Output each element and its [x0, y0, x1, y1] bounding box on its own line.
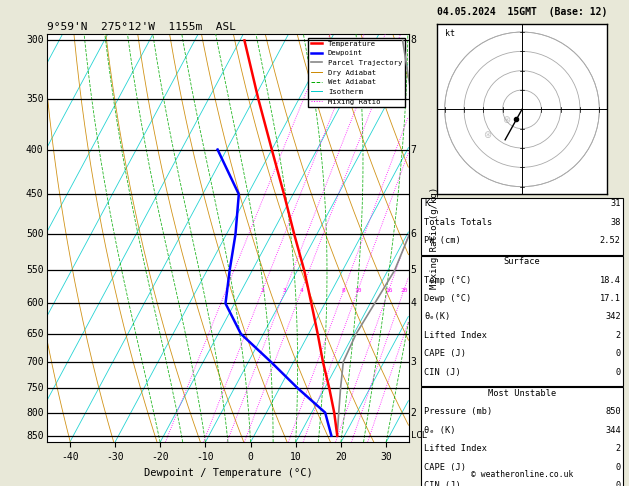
Text: 2: 2: [260, 288, 264, 293]
Text: LCL: LCL: [411, 431, 426, 440]
Text: 2: 2: [411, 408, 416, 417]
Text: 10: 10: [354, 288, 362, 293]
Text: 600: 600: [26, 298, 43, 309]
Text: 17.1: 17.1: [600, 294, 621, 303]
Text: 0: 0: [616, 481, 621, 486]
Text: 38: 38: [610, 218, 621, 227]
Text: CAPE (J): CAPE (J): [425, 349, 467, 359]
Text: 04.05.2024  15GMT  (Base: 12): 04.05.2024 15GMT (Base: 12): [437, 7, 607, 17]
Text: 3: 3: [411, 357, 416, 367]
Legend: Temperature, Dewpoint, Parcel Trajectory, Dry Adiabat, Wet Adiabat, Isotherm, Mi: Temperature, Dewpoint, Parcel Trajectory…: [308, 37, 405, 107]
Text: 550: 550: [26, 265, 43, 276]
Text: 8: 8: [342, 288, 345, 293]
Text: 9°59'N  275°12'W  1155m  ASL: 9°59'N 275°12'W 1155m ASL: [47, 22, 236, 32]
Text: 350: 350: [26, 94, 43, 104]
Text: 2.52: 2.52: [600, 236, 621, 245]
Text: Totals Totals: Totals Totals: [425, 218, 493, 227]
Text: Temp (°C): Temp (°C): [425, 276, 472, 285]
Text: 400: 400: [26, 144, 43, 155]
Text: 4: 4: [299, 288, 303, 293]
Text: θₑ(K): θₑ(K): [425, 312, 451, 322]
Text: © weatheronline.co.uk: © weatheronline.co.uk: [471, 469, 573, 479]
Text: CAPE (J): CAPE (J): [425, 463, 467, 472]
Text: Surface: Surface: [504, 257, 540, 266]
Text: 0: 0: [616, 368, 621, 377]
Text: 7: 7: [411, 144, 416, 155]
Text: K: K: [425, 199, 430, 208]
Text: 4: 4: [411, 298, 416, 309]
Text: 342: 342: [605, 312, 621, 322]
Text: 700: 700: [26, 357, 43, 367]
Text: 8: 8: [411, 35, 416, 45]
Text: 750: 750: [26, 383, 43, 393]
Text: kt: kt: [445, 29, 455, 38]
Text: Dewp (°C): Dewp (°C): [425, 294, 472, 303]
Text: 2: 2: [616, 444, 621, 453]
Text: 16: 16: [385, 288, 392, 293]
Text: 2: 2: [616, 331, 621, 340]
Text: 3: 3: [283, 288, 287, 293]
Text: Lifted Index: Lifted Index: [425, 331, 487, 340]
Text: CIN (J): CIN (J): [425, 481, 461, 486]
Text: 344: 344: [605, 426, 621, 435]
Text: θₑ (K): θₑ (K): [425, 426, 456, 435]
Text: 650: 650: [26, 329, 43, 339]
X-axis label: Dewpoint / Temperature (°C): Dewpoint / Temperature (°C): [143, 468, 313, 478]
Text: 31: 31: [610, 199, 621, 208]
Text: 0: 0: [616, 463, 621, 472]
Text: 20: 20: [400, 288, 408, 293]
Text: Mixing Ratio (g/kg): Mixing Ratio (g/kg): [430, 187, 438, 289]
Text: Most Unstable: Most Unstable: [488, 389, 556, 398]
Text: $\circledast$: $\circledast$: [502, 114, 511, 124]
Text: 300: 300: [26, 35, 43, 45]
Text: CIN (J): CIN (J): [425, 368, 461, 377]
Text: 800: 800: [26, 408, 43, 417]
Text: 450: 450: [26, 189, 43, 199]
Text: 850: 850: [605, 407, 621, 417]
Text: Lifted Index: Lifted Index: [425, 444, 487, 453]
Text: 0: 0: [616, 349, 621, 359]
Text: 5: 5: [411, 265, 416, 276]
Text: 6: 6: [411, 229, 416, 239]
Text: PW (cm): PW (cm): [425, 236, 461, 245]
Text: 500: 500: [26, 229, 43, 239]
Text: 850: 850: [26, 431, 43, 441]
Text: Pressure (mb): Pressure (mb): [425, 407, 493, 417]
Text: $\circledast$: $\circledast$: [482, 129, 492, 140]
Text: 18.4: 18.4: [600, 276, 621, 285]
Text: 1: 1: [224, 288, 228, 293]
